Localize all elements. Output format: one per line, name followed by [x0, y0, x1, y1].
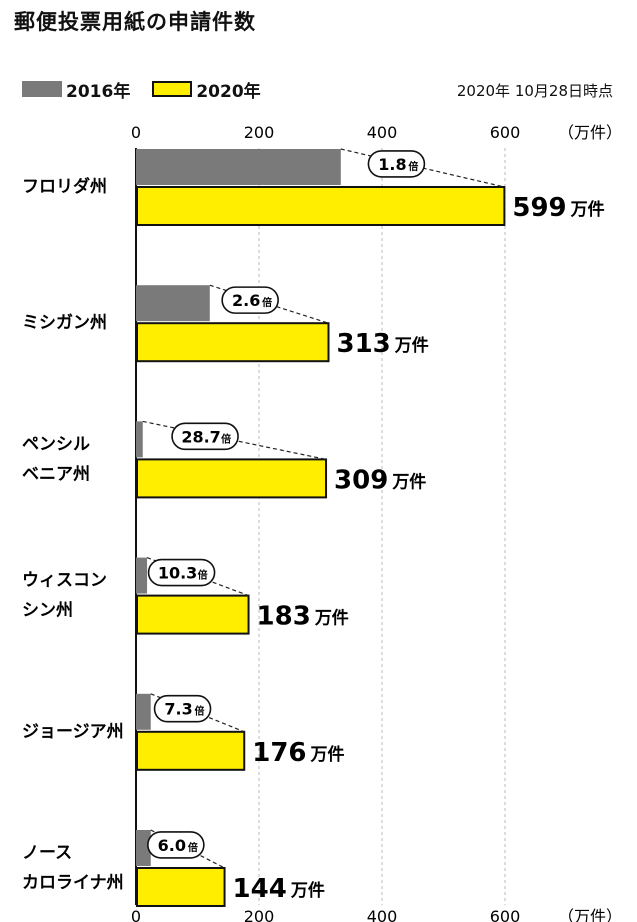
x-tick-label-bottom: 200 [244, 907, 275, 922]
value-unit: 万件 [570, 199, 605, 220]
ratio-value: 6.0 [158, 836, 186, 855]
ratio-unit: 倍 [262, 296, 272, 309]
bar-2016 [136, 149, 341, 185]
value-label: 144 [233, 874, 287, 904]
ratio-unit: 倍 [188, 841, 198, 854]
as-of-date: 2020年 10月28日時点 [456, 82, 613, 100]
ratio-badge [221, 286, 279, 314]
bar-2020 [136, 594, 250, 635]
bar-2020 [136, 867, 226, 907]
category-label: ベニア州 [22, 464, 90, 484]
legend: 2016年 2020年 [22, 78, 283, 102]
x-tick-label-top: 600 [490, 123, 521, 142]
ratio-badge [153, 694, 212, 723]
ratio-value: 28.7 [181, 427, 220, 446]
value-label: 183 [257, 602, 311, 632]
ratio-value: 10.3 [158, 564, 197, 583]
value-unit: 万件 [314, 608, 349, 629]
value-label: 309 [334, 465, 388, 495]
category-label: フロリダ州 [22, 176, 107, 197]
bar-2016 [136, 830, 151, 866]
value-label: 313 [336, 329, 390, 359]
bar-2020 [136, 322, 330, 363]
x-tick-label-top: 200 [244, 123, 275, 142]
category-label: ノース [22, 843, 72, 863]
value-unit: 万件 [310, 744, 345, 765]
axis-unit-bottom: （万件） [558, 907, 622, 922]
bar-2016 [136, 285, 210, 322]
legend-label-2016: 2016年 [66, 81, 131, 102]
value-unit: 万件 [394, 335, 429, 356]
value-unit: 万件 [290, 880, 325, 901]
ratio-unit: 倍 [198, 569, 208, 582]
category-label: ウィスコン [22, 571, 107, 591]
ratio-value: 7.3 [164, 700, 192, 719]
x-tick-label-top: 400 [367, 123, 398, 142]
bar-2020 [136, 458, 328, 499]
category-label: シン州 [22, 601, 73, 621]
ratio-unit: 倍 [221, 432, 231, 445]
category-label: ジョージア州 [22, 722, 124, 742]
chart-title: 郵便投票用紙の申請件数 [14, 10, 256, 34]
x-tick-label-bottom: 0 [131, 907, 141, 922]
category-label: ミシガン州 [22, 313, 107, 333]
ratio-badge [147, 558, 216, 587]
axis-unit-top: （万件） [558, 123, 622, 142]
value-label: 176 [252, 738, 306, 768]
ratio-unit: 倍 [408, 160, 418, 173]
ratio-value: 2.6 [232, 291, 260, 310]
legend-label-2020: 2020年 [196, 81, 261, 102]
bar-2020 [136, 730, 246, 771]
value-label: 599 [512, 193, 566, 223]
ratio-badge [367, 150, 426, 178]
bar-2016 [136, 693, 151, 730]
ratio-value: 1.8 [378, 155, 406, 174]
legend-swatch-2020 [152, 81, 193, 97]
value-unit: 万件 [391, 471, 426, 492]
x-tick-label-bottom: 400 [367, 907, 398, 922]
category-label: カロライナ州 [22, 873, 124, 893]
ratio-badge [147, 831, 205, 859]
bar-2020 [136, 186, 506, 226]
x-tick-label-top: 0 [131, 123, 141, 142]
bar-2016 [136, 557, 148, 594]
category-label: ペンシル [22, 434, 90, 454]
ratio-badge [171, 422, 239, 451]
ratio-unit: 倍 [195, 705, 205, 718]
x-tick-label-bottom: 600 [490, 907, 521, 922]
bar-2016 [136, 421, 143, 458]
legend-swatch-2016 [22, 81, 62, 97]
